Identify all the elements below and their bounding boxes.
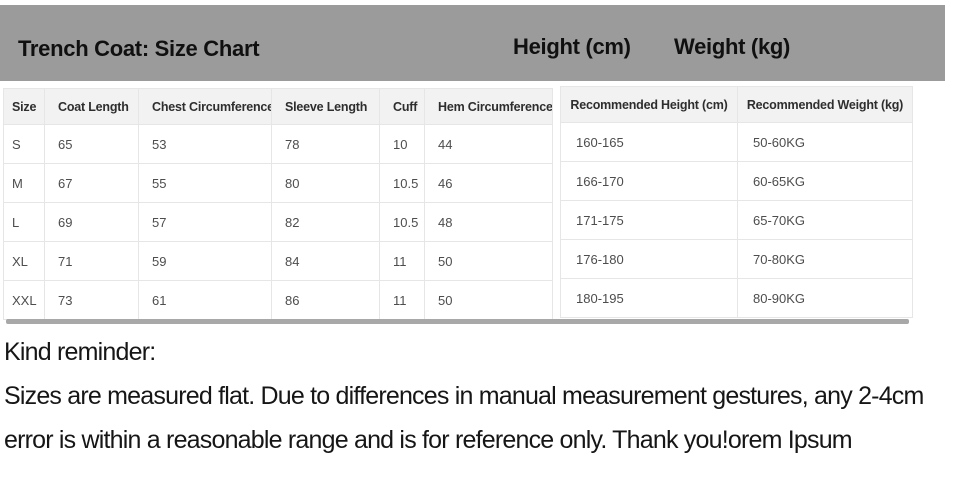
recommendation-table-body: 160-165 50-60KG 166-170 60-65KG 171-175 65-70…	[560, 122, 913, 318]
table-cell: 82	[271, 202, 380, 242]
table-cell: 50-60KG	[737, 122, 913, 162]
table-cell: 46	[424, 163, 553, 203]
table-row: M 67 55 80 10.5 46	[3, 163, 553, 203]
table-row: 171-175 65-70KG	[560, 200, 913, 240]
size-table-body: S 65 53 78 10 44 M 67 55 80 10.5 46 L 69 57 82 10.5 48 XL 7…	[3, 124, 553, 320]
table-cell: XL	[3, 241, 45, 281]
table-cell: 59	[138, 241, 272, 281]
table-row: 166-170 60-65KG	[560, 161, 913, 201]
table-cell: 55	[138, 163, 272, 203]
table-cell: 57	[138, 202, 272, 242]
column-header: Chest Circumference	[138, 88, 272, 125]
banner-height-label: Height (cm)	[513, 34, 631, 59]
column-header: Hem Circumference	[424, 88, 553, 125]
table-cell: 10.5	[379, 202, 425, 242]
table-cell: 80	[271, 163, 380, 203]
table-cell: 50	[424, 280, 553, 320]
size-table-header-row: Size Coat Length Chest Circumference Sleeve…	[3, 88, 553, 125]
table-cell: 44	[424, 124, 553, 164]
table-cell: 160-165	[560, 122, 738, 162]
table-cell: 86	[271, 280, 380, 320]
column-header: Sleeve Length	[271, 88, 380, 125]
recommendation-table: Recommended Height (cm) Recommended Weigh…	[560, 86, 913, 318]
table-row: 176-180 70-80KG	[560, 239, 913, 279]
page-title: Trench Coat: Size Chart	[18, 36, 260, 61]
table-bottom-divider	[6, 319, 909, 324]
table-row: 180-195 80-90KG	[560, 278, 913, 318]
table-cell: 171-175	[560, 200, 738, 240]
column-header: Recommended Height (cm)	[560, 86, 738, 123]
table-row: 160-165 50-60KG	[560, 122, 913, 162]
table-row: S 65 53 78 10 44	[3, 124, 553, 164]
table-cell: 69	[44, 202, 139, 242]
column-header: Coat Length	[44, 88, 139, 125]
recommendation-table-head: Recommended Height (cm) Recommended Weigh…	[560, 86, 913, 123]
table-cell: 180-195	[560, 278, 738, 318]
banner-weight-label: Weight (kg)	[674, 34, 791, 59]
table-cell: L	[3, 202, 45, 242]
table-cell: 11	[379, 241, 425, 281]
table-cell: 71	[44, 241, 139, 281]
recommendation-table-header-row: Recommended Height (cm) Recommended Weigh…	[560, 86, 913, 123]
table-cell: 65	[44, 124, 139, 164]
table-cell: 80-90KG	[737, 278, 913, 318]
column-header: Cuff	[379, 88, 425, 125]
table-cell: XXL	[3, 280, 45, 320]
reminder-body-line: Sizes are measured flat. Due to differen…	[4, 382, 924, 410]
size-table: Size Coat Length Chest Circumference Sleeve…	[3, 88, 553, 320]
column-header: Size	[3, 88, 45, 125]
table-cell: 67	[44, 163, 139, 203]
table-cell: 11	[379, 280, 425, 320]
table-cell: 50	[424, 241, 553, 281]
table-cell: 61	[138, 280, 272, 320]
table-cell: 48	[424, 202, 553, 242]
table-cell: M	[3, 163, 45, 203]
table-cell: 53	[138, 124, 272, 164]
table-row: XL 71 59 84 11 50	[3, 241, 553, 281]
table-cell: 73	[44, 280, 139, 320]
table-cell: 70-80KG	[737, 239, 913, 279]
reminder-note: Kind reminder: Sizes are measured flat. …	[4, 330, 970, 462]
table-cell: S	[3, 124, 45, 164]
table-cell: 10	[379, 124, 425, 164]
reminder-body-line: error is within a reasonable range and i…	[4, 426, 853, 454]
table-cell: 60-65KG	[737, 161, 913, 201]
table-cell: 65-70KG	[737, 200, 913, 240]
reminder-heading: Kind reminder:	[4, 338, 156, 366]
column-header: Recommended Weight (kg)	[737, 86, 913, 123]
table-cell: 84	[271, 241, 380, 281]
table-cell: 10.5	[379, 163, 425, 203]
title-banner: Trench Coat: Size Chart Height (cm) Weig…	[0, 5, 945, 81]
size-table-head: Size Coat Length Chest Circumference Sleeve…	[3, 88, 553, 125]
table-cell: 166-170	[560, 161, 738, 201]
table-cell: 176-180	[560, 239, 738, 279]
table-row: XXL 73 61 86 11 50	[3, 280, 553, 320]
table-row: L 69 57 82 10.5 48	[3, 202, 553, 242]
table-cell: 78	[271, 124, 380, 164]
